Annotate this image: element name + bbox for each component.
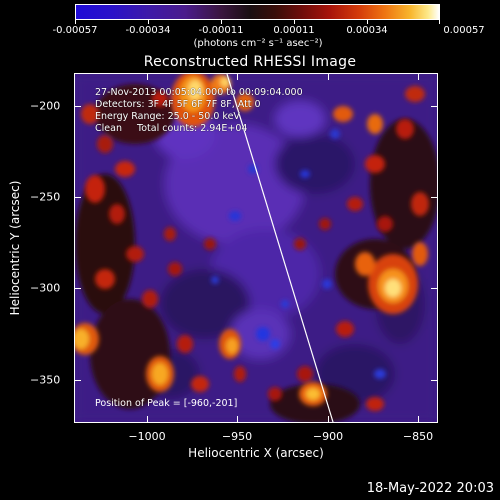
- colorbar-tick: [75, 20, 76, 24]
- colorbar-tick: [439, 20, 440, 24]
- x-tick-top: [418, 73, 419, 80]
- x-tick: [147, 416, 148, 423]
- x-axis-title: Heliocentric X (arcsec): [188, 446, 324, 460]
- colorbar-tick: [367, 20, 368, 24]
- peak-position-text: Position of Peak = [-960,-201]: [95, 398, 238, 409]
- image-title: Reconstructed RHESSI Image: [143, 54, 357, 70]
- generation-timestamp: 18-May-2022 20:03: [366, 481, 494, 496]
- x-tick-label: −950: [221, 430, 253, 443]
- bright-sources: [75, 74, 428, 406]
- x-tick-label: −900: [312, 430, 344, 443]
- colorbar-tick-label: 0.00034: [346, 25, 388, 36]
- y-tick: [74, 106, 81, 107]
- colorbar-tick-label: -0.00034: [125, 25, 171, 36]
- y-tick-label: −250: [30, 190, 61, 204]
- y-tick: [74, 380, 81, 381]
- y-tick: [74, 288, 81, 289]
- colorbar-tick-label: 0.00011: [273, 25, 315, 36]
- y-tick-right: [431, 197, 438, 198]
- y-tick: [74, 197, 81, 198]
- detectors-text: Detectors: 3F 4F 5F 6F 7F 8F, Att 0: [95, 99, 261, 110]
- y-tick-label: −350: [30, 373, 61, 387]
- y-tick-right: [431, 380, 438, 381]
- y-tick-right: [431, 106, 438, 107]
- rhessi-image-plot: 27-Nov-2013 00:05:04.000 to 00:09:04.000…: [74, 73, 438, 423]
- y-tick-label: −300: [30, 281, 61, 295]
- clean-counts-text: Clean Total counts: 2.94E+04: [95, 123, 248, 134]
- info-panel: 27-Nov-2013 00:05:04.000 to 00:09:04.000…: [95, 87, 303, 135]
- x-tick-top: [237, 73, 238, 80]
- solar-limb-line: [226, 74, 334, 422]
- x-tick-label: −1000: [128, 430, 166, 443]
- red-emission-structures: [81, 86, 429, 411]
- colorbar: [75, 4, 440, 20]
- colorbar-tick: [221, 20, 222, 24]
- colorbar-tick: [148, 20, 149, 24]
- x-tick-label: −850: [402, 430, 434, 443]
- colorbar-tick: [294, 20, 295, 24]
- x-tick: [418, 416, 419, 423]
- x-tick: [328, 416, 329, 423]
- x-tick-top: [328, 73, 329, 80]
- negative-flux-patches: [105, 129, 386, 379]
- x-tick-top: [147, 73, 148, 80]
- colorbar-tick-label: 0.00057: [443, 25, 485, 36]
- y-tick-right: [431, 288, 438, 289]
- time-range-text: 27-Nov-2013 00:05:04.000 to 00:09:04.000: [95, 87, 303, 98]
- y-tick-label: −200: [30, 99, 61, 113]
- colorbar-tick-label: -0.00057: [52, 25, 98, 36]
- colorbar-units-label: (photons cm⁻² s⁻¹ asec⁻²): [193, 38, 323, 49]
- energy-range-text: Energy Range: 25.0 - 50.0 keV: [95, 111, 240, 122]
- colorbar-tick-label: -0.00011: [198, 25, 244, 36]
- x-tick: [237, 416, 238, 423]
- rhessi-image-svg: [75, 74, 437, 422]
- y-axis-title: Heliocentric Y (arcsec): [8, 180, 22, 316]
